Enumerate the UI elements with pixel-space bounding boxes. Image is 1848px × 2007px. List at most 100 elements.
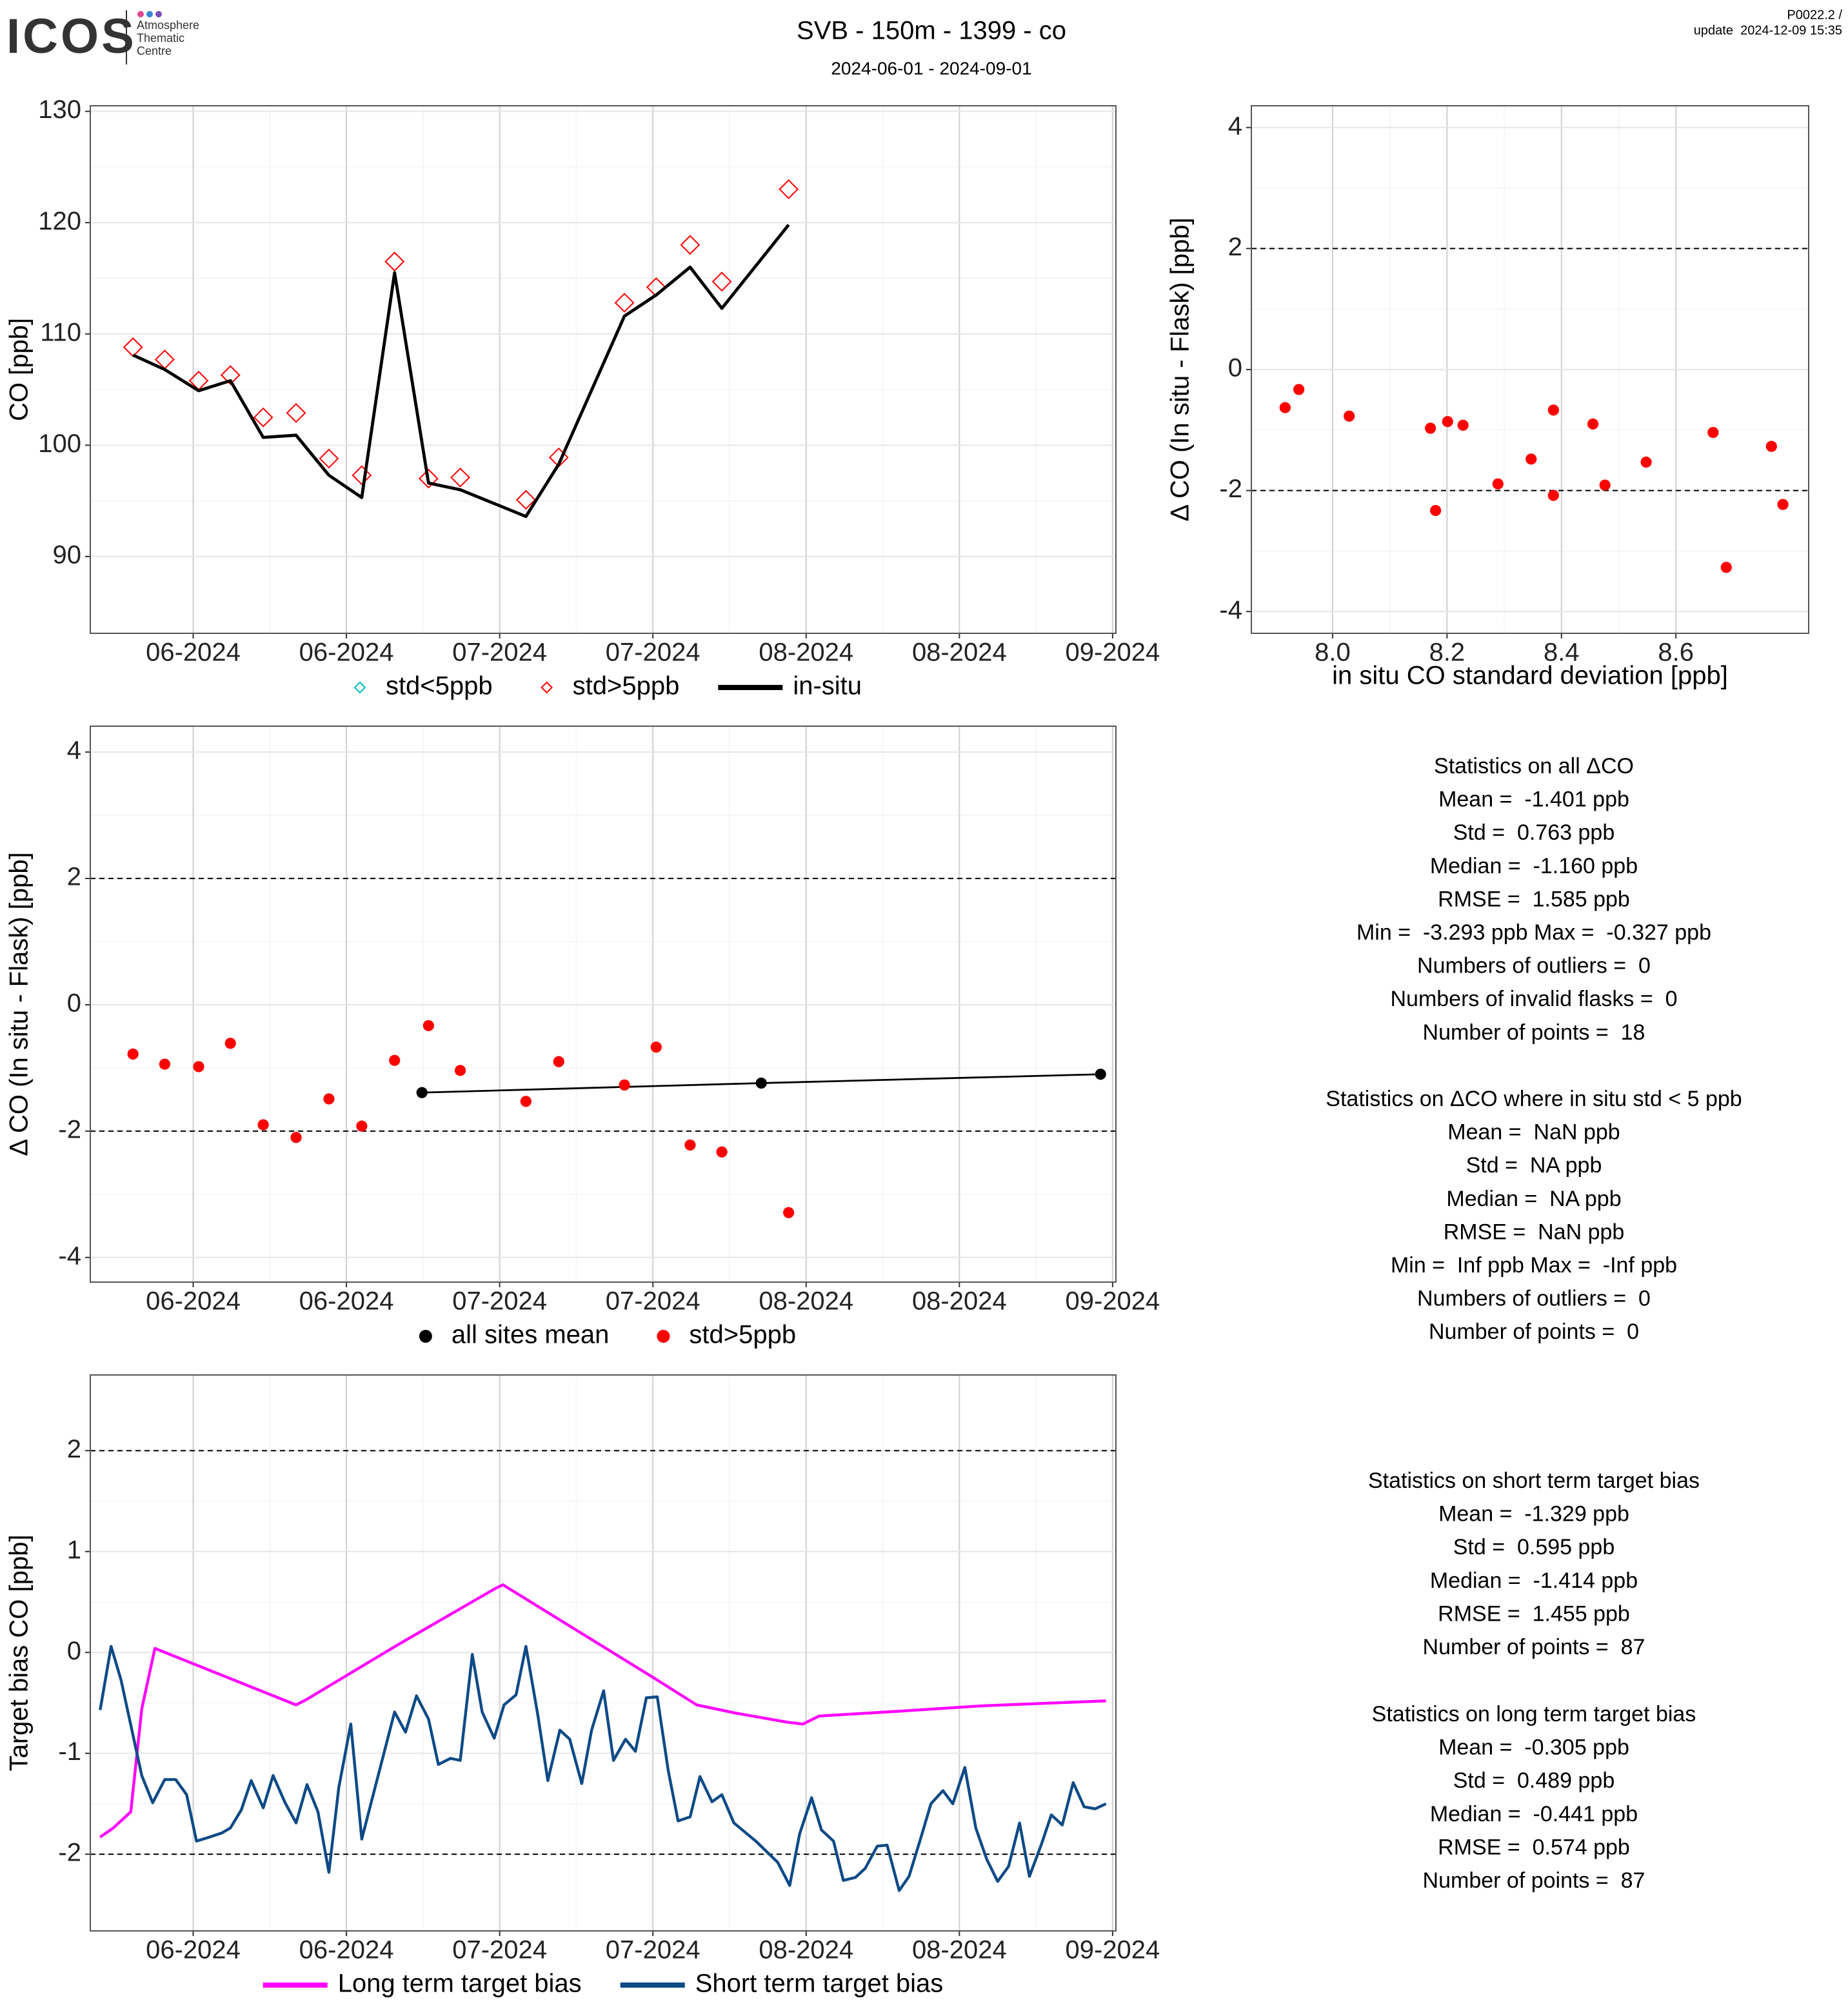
- legend-key: [353, 681, 366, 694]
- y-tick-label: 2: [1228, 233, 1242, 261]
- flask-point: [319, 448, 339, 469]
- logo: ICOS: [6, 9, 137, 64]
- plot-area: [90, 106, 1116, 633]
- point: [159, 1058, 170, 1070]
- point: [1777, 499, 1789, 510]
- stat-line: Median = -1.160 ppb: [1430, 854, 1638, 878]
- stat-line: Mean = -1.401 ppb: [1438, 787, 1629, 812]
- point: [1457, 419, 1469, 431]
- stat-line: Numbers of outliers = 0: [1417, 954, 1651, 978]
- y-axis-label: Δ CO (In situ - Flask) [ppb]: [5, 852, 34, 1156]
- point: [553, 1056, 564, 1067]
- y-tick-label: 0: [67, 1637, 81, 1665]
- point: [323, 1093, 335, 1105]
- x-tick-label: 06-2024: [146, 638, 241, 667]
- stat-line: Number of points = 0: [1429, 1320, 1639, 1344]
- legend-label: std>5ppb: [689, 1321, 796, 1349]
- stat-line: Min = Inf ppb Max = -Inf ppb: [1391, 1253, 1677, 1278]
- x-tick-label: 8.6: [1658, 638, 1694, 667]
- stat-line: Median = -1.414 ppb: [1430, 1568, 1638, 1593]
- x-tick-label: 06-2024: [299, 638, 394, 667]
- legend-label: Short term target bias: [695, 1970, 944, 1998]
- x-tick-label: 07-2024: [452, 1287, 547, 1316]
- stat-line: Std = 0.763 ppb: [1453, 820, 1615, 845]
- x-axis-label: in situ CO standard deviation [ppb]: [1332, 662, 1728, 690]
- y-tick-label: 100: [38, 430, 81, 458]
- version: P0022.2 /: [1787, 8, 1842, 22]
- stat-line: Mean = NaN ppb: [1447, 1120, 1620, 1145]
- point: [1279, 402, 1291, 413]
- flask-point: [253, 407, 273, 428]
- point: [389, 1054, 401, 1066]
- subtitle: 2024-06-01 - 2024-09-01: [831, 58, 1031, 78]
- plot-border: [1251, 105, 1809, 634]
- legend-key: [419, 1330, 432, 1343]
- point: [1492, 478, 1504, 489]
- point: [1525, 453, 1537, 465]
- y-tick-label: 2: [67, 863, 81, 891]
- point: [356, 1120, 368, 1132]
- y-tick-label: -4: [1219, 596, 1242, 624]
- x-tick-label: 8.2: [1429, 638, 1465, 667]
- y-tick-label: 120: [38, 207, 81, 235]
- legend-key: [657, 1330, 670, 1343]
- stat-line: Numbers of invalid flasks = 0: [1390, 987, 1677, 1011]
- x-tick-label: 8.0: [1315, 638, 1351, 667]
- point: [520, 1096, 532, 1107]
- legend-label: Long term target bias: [338, 1970, 582, 1998]
- logo-dot: [137, 11, 144, 17]
- flask-point: [220, 365, 241, 386]
- point: [422, 1020, 434, 1031]
- stat-line: RMSE = 0.574 ppb: [1438, 1835, 1630, 1859]
- x-tick-label: 09-2024: [1066, 1287, 1160, 1316]
- logo-text: Atmosphere: [137, 19, 199, 32]
- point: [1442, 416, 1453, 428]
- flask-point: [614, 293, 635, 313]
- y-tick-label: -4: [58, 1241, 81, 1270]
- series-line: [132, 224, 790, 519]
- y-tick-label: -2: [58, 1115, 81, 1143]
- y-tick-label: 90: [53, 540, 82, 569]
- y-tick-label: 1: [67, 1536, 81, 1564]
- x-tick-label: 06-2024: [146, 1936, 241, 1964]
- point: [127, 1048, 139, 1060]
- stat-line: Numbers of outliers = 0: [1417, 1287, 1651, 1311]
- point: [1707, 426, 1719, 439]
- y-tick-label: 0: [1228, 354, 1242, 382]
- point: [684, 1139, 696, 1151]
- flask-point: [450, 467, 470, 488]
- stat-line: Statistics on short term target bias: [1368, 1468, 1700, 1493]
- y-tick-label: 130: [38, 95, 81, 124]
- y-tick-label: 4: [1228, 112, 1242, 140]
- stat-line: Statistics on long term target bias: [1372, 1702, 1696, 1726]
- plot-border: [90, 105, 1117, 634]
- plot-border: [90, 726, 1117, 1283]
- series-line: [99, 1645, 1107, 1892]
- y-axis-label: CO [ppb]: [5, 318, 34, 421]
- point: [1587, 418, 1599, 430]
- point: [1640, 456, 1652, 468]
- x-tick-label: 07-2024: [606, 638, 700, 667]
- flask-point: [384, 252, 405, 272]
- stat-line: Min = -3.293 ppb Max = -0.327 ppb: [1356, 920, 1711, 945]
- stat-line: Number of points = 87: [1423, 1635, 1645, 1659]
- stat-line: RMSE = 1.585 ppb: [1438, 887, 1630, 911]
- legend-label: std>5ppb: [573, 672, 680, 700]
- stat-line: Statistics on all ΔCO: [1434, 754, 1634, 778]
- flask-point: [779, 179, 799, 199]
- legend-label: std<5ppb: [386, 672, 493, 700]
- stat-line: Mean = -0.305 ppb: [1438, 1735, 1629, 1760]
- stat-line: Std = 0.489 ppb: [1453, 1768, 1615, 1793]
- x-tick-label: 08-2024: [912, 1936, 1007, 1964]
- point: [1425, 422, 1436, 434]
- point: [1293, 384, 1305, 395]
- stat-line: Statistics on ΔCO where in situ std < 5 …: [1326, 1087, 1742, 1111]
- point: [224, 1038, 236, 1049]
- point: [1720, 562, 1732, 573]
- flask-point: [515, 489, 536, 510]
- point: [257, 1119, 269, 1131]
- title: SVB - 150m - 1399 - co: [797, 17, 1066, 45]
- legend-label: all sites mean: [452, 1321, 610, 1349]
- stat-line: Number of points = 87: [1423, 1868, 1645, 1893]
